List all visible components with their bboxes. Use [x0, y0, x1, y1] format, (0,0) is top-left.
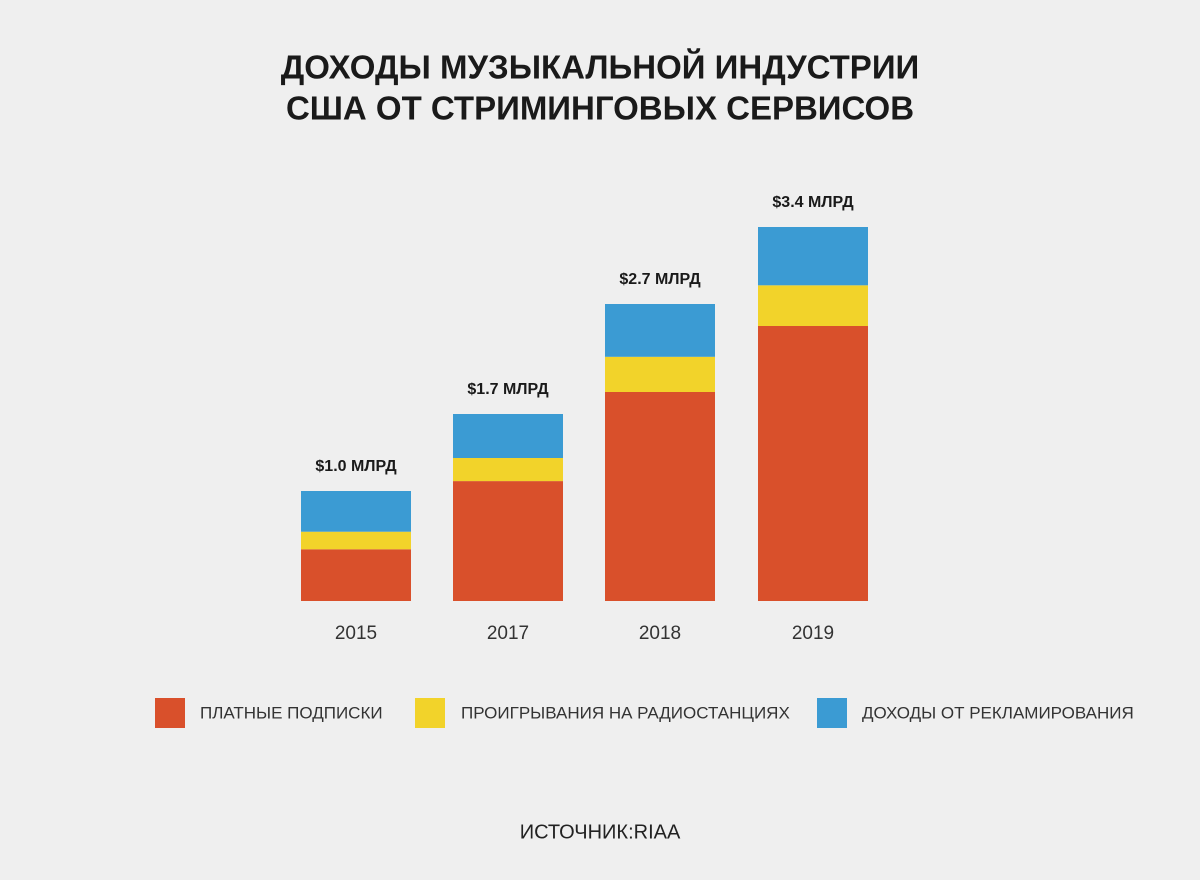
chart-title: ДОХОДЫ МУЗЫКАЛЬНОЙ ИНДУСТРИИ [281, 48, 920, 86]
bar-segment [758, 227, 868, 286]
chart-title: США ОТ СТРИМИНГОВЫХ СЕРВИСОВ [286, 90, 914, 127]
total-label: $3.4 МЛРД [772, 194, 854, 211]
bar-segment [453, 458, 563, 482]
bar-segment [453, 481, 563, 601]
bar-segment [605, 304, 715, 357]
bar-segment [301, 549, 411, 601]
source: ИСТОЧНИК:RIAA [520, 821, 681, 843]
x-tick-label: 2019 [792, 623, 834, 644]
legend-label: ПРОИГРЫВАНИЯ НА РАДИОСТАНЦИЯХ [461, 703, 790, 722]
bar-segment [453, 414, 563, 458]
legend-swatch [415, 698, 445, 728]
bar-segment [758, 285, 868, 326]
legend-label: ПЛАТНЫЕ ПОДПИСКИ [200, 703, 383, 722]
bar-segment [605, 356, 715, 392]
bar-segment [758, 326, 868, 601]
x-tick-label: 2017 [487, 623, 529, 644]
total-label: $2.7 МЛРД [619, 271, 701, 288]
bar-segment [301, 491, 411, 532]
legend-label: ДОХОДЫ ОТ РЕКЛАМИРОВАНИЯ [862, 703, 1134, 722]
legend-swatch [155, 698, 185, 728]
x-tick-label: 2018 [639, 623, 681, 644]
legend-swatch [817, 698, 847, 728]
x-tick-label: 2015 [335, 623, 377, 644]
bar-segment [605, 392, 715, 601]
total-label: $1.0 МЛРД [315, 458, 397, 475]
bar-segment [301, 531, 411, 550]
total-label: $1.7 МЛРД [467, 381, 549, 398]
